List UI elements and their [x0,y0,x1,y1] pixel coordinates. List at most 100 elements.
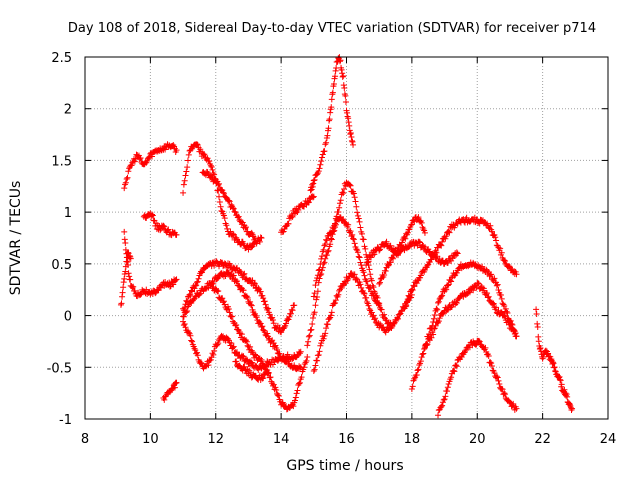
data-point [304,342,311,349]
data-point [216,180,223,187]
data-point [264,370,271,377]
series-track-p [310,214,383,309]
data-point [423,342,430,349]
series-track-n [307,54,357,194]
data-point [332,220,339,227]
data-point [149,153,156,160]
data-point [127,255,134,262]
data-point [368,277,375,284]
data-point [292,394,299,401]
data-point [435,318,442,325]
data-point [318,340,325,347]
data-point [354,212,361,219]
data-point [201,151,208,158]
x-tick-label: 22 [534,432,551,447]
data-point [181,321,188,328]
data-point [361,290,368,297]
data-point [330,80,337,87]
data-point [184,164,191,171]
data-point [215,288,222,295]
data-point [260,362,267,369]
data-point [552,368,559,375]
data-point [330,225,337,232]
data-point [296,379,303,386]
data-point [346,181,353,188]
data-point [354,249,361,256]
data-point [415,214,422,221]
data-point [296,380,303,387]
series-track-r [363,238,461,269]
data-point [125,270,132,277]
data-point [184,157,191,164]
data-point [487,359,494,366]
data-point [318,271,325,278]
data-point [228,313,235,320]
data-point [441,396,448,403]
data-point [137,291,144,298]
data-point [372,315,379,322]
data-point [239,353,246,360]
data-point [194,352,201,359]
data-point [499,386,506,393]
data-point [189,338,196,345]
x-axis-label: GPS time / hours [286,458,403,474]
data-point [289,307,296,314]
data-point [274,392,281,399]
data-point [210,351,217,358]
data-point [195,275,202,282]
data-point [417,272,424,279]
data-point [253,314,260,321]
data-point [320,335,327,342]
data-point [345,119,352,126]
data-point [232,322,239,329]
data-point [207,356,214,363]
data-point [269,317,276,324]
data-point [410,282,417,289]
data-point [337,197,344,204]
data-point [319,151,326,158]
data-point [492,234,499,241]
data-point [243,338,250,345]
data-point [233,349,240,356]
data-point [448,374,455,381]
data-point [488,363,495,370]
series-track-m [278,193,317,236]
data-point [311,309,318,316]
data-point [563,391,570,398]
data-point [430,331,437,338]
x-tick-label: 24 [600,432,617,447]
y-tick-label: 2.5 [51,51,72,66]
y-tick-label: 1 [64,206,72,221]
data-point [533,311,540,318]
data-point [480,285,487,292]
data-point [317,342,324,349]
data-point [371,251,378,258]
data-point [403,299,410,306]
data-point [316,266,323,273]
data-point [242,225,249,232]
data-point [292,397,299,404]
data-point [351,240,358,247]
data-point [298,374,305,381]
data-point [318,154,325,161]
data-point [439,292,446,299]
data-point [235,213,242,220]
data-point [145,154,152,161]
data-point [376,247,383,254]
series-track-u [408,259,520,392]
data-point [137,155,144,162]
data-point [450,367,457,374]
data-point [435,412,442,419]
data-point [223,222,230,229]
data-point [225,197,232,204]
data-point [321,332,328,339]
data-point [562,390,569,397]
data-point [336,200,343,207]
data-point [305,199,312,206]
data-point [365,258,372,265]
series-track-w [435,337,520,419]
data-point [231,208,238,215]
data-point [243,356,250,363]
data-point [430,252,437,259]
